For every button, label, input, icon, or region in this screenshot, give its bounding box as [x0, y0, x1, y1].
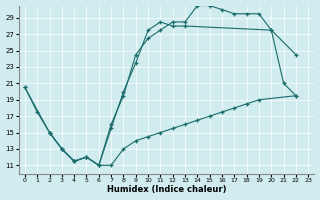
- X-axis label: Humidex (Indice chaleur): Humidex (Indice chaleur): [107, 185, 226, 194]
